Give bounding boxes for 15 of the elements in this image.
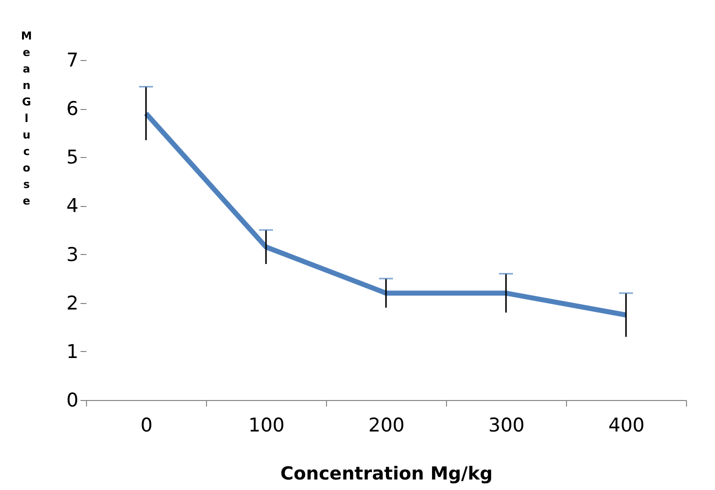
- x-axis-title: Concentration Mg/kg: [280, 464, 493, 484]
- y-tick-label: 6: [66, 98, 78, 120]
- x-tick-label: 0: [140, 414, 153, 436]
- x-tick-label: 100: [248, 414, 285, 436]
- y-tick-label: 7: [66, 50, 78, 72]
- y-tick-label: 0: [66, 390, 78, 412]
- y-tick-label: 5: [66, 146, 78, 169]
- y-tick-label: 4: [66, 195, 78, 218]
- text: Mean Glucose: [21, 30, 32, 208]
- x-tick-label: 300: [488, 414, 525, 436]
- x-tick-label: 200: [368, 414, 405, 436]
- y-tick-label: 1: [66, 340, 78, 363]
- x-tick-label: 400: [608, 414, 645, 436]
- y-tick-label: 2: [66, 292, 78, 314]
- y-tick-label: 3: [66, 244, 78, 266]
